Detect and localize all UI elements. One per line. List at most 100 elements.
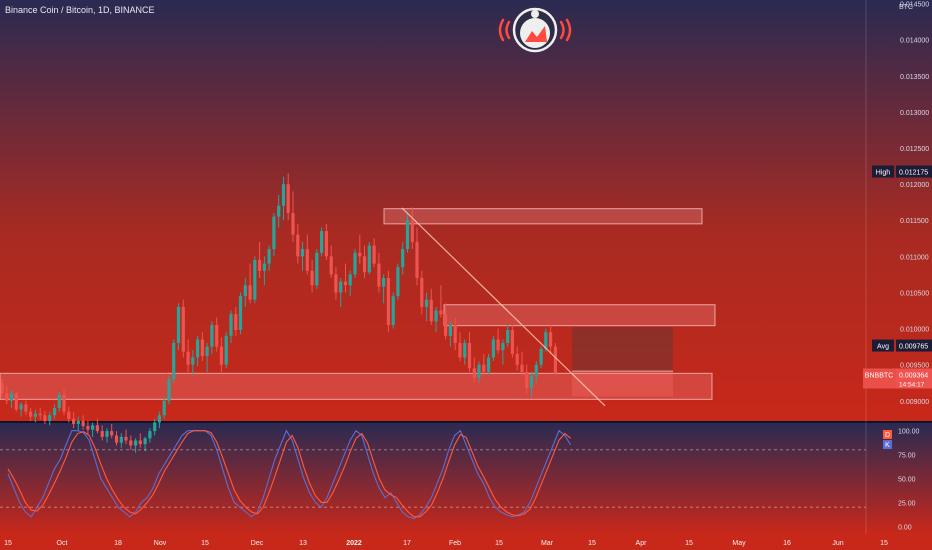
candle	[286, 184, 290, 214]
price-tick-label: 0.010000	[900, 327, 929, 334]
price-tick-label: 0.009000	[900, 399, 929, 406]
candle	[86, 426, 90, 430]
candle	[472, 368, 476, 378]
candle	[372, 245, 376, 264]
time-tick-label: 15	[4, 540, 12, 547]
candle	[0, 382, 4, 394]
candle	[119, 436, 123, 443]
candle	[296, 234, 300, 257]
candle	[105, 431, 109, 437]
candle	[305, 249, 309, 271]
candle	[501, 343, 505, 351]
price-label-value: 0.012175	[899, 170, 928, 177]
candle	[200, 339, 204, 357]
price-tick-label: 0.013000	[900, 110, 929, 117]
candle	[138, 440, 142, 445]
candle	[310, 270, 314, 286]
candle	[238, 296, 243, 331]
candle	[219, 346, 223, 365]
candle	[176, 306, 181, 344]
candle	[420, 278, 424, 307]
candle	[229, 314, 233, 336]
time-tick-label: 15	[495, 540, 503, 547]
candle	[91, 425, 95, 430]
candle	[110, 431, 114, 436]
candle	[29, 411, 33, 417]
price-tick-label: 0.010500	[900, 290, 929, 297]
candle	[496, 339, 500, 351]
candle	[114, 435, 119, 443]
symbol-title: Binance Coin / Bitcoin, 1D, BINANCE	[5, 5, 155, 15]
candle	[444, 314, 448, 336]
stoch-tick-label: 75.00	[898, 453, 916, 460]
stoch-series-d	[7, 430, 571, 518]
candle	[72, 418, 76, 424]
candle	[129, 440, 133, 446]
price-label-tag: High	[876, 170, 891, 177]
candle	[62, 395, 66, 412]
candle	[453, 324, 457, 344]
candle	[300, 249, 305, 257]
price-axis-currency: BTC	[899, 4, 913, 11]
candle	[362, 256, 367, 273]
candle	[76, 421, 80, 424]
candle	[272, 216, 276, 250]
candle	[153, 422, 157, 432]
candle	[157, 415, 161, 423]
candle	[148, 431, 152, 439]
candle	[262, 263, 266, 271]
candle	[439, 310, 443, 315]
candle	[38, 413, 42, 416]
candle	[520, 364, 524, 372]
time-tick-label: 15	[880, 540, 888, 547]
price-tick-label: 0.011500	[900, 218, 929, 225]
candle	[124, 436, 128, 441]
price-tick-label: 0.009500	[900, 363, 929, 370]
candle	[377, 263, 381, 287]
candle	[458, 343, 462, 358]
candle	[33, 413, 37, 417]
candle	[210, 324, 214, 347]
last-price-value: 0.009364	[899, 372, 928, 379]
candle	[487, 357, 491, 372]
candle	[343, 281, 348, 286]
candle	[358, 252, 362, 257]
stoch-legend-swatch	[883, 430, 892, 439]
candle	[234, 314, 238, 331]
candle	[549, 332, 553, 347]
candle	[205, 346, 209, 357]
candle	[215, 324, 219, 347]
oscillator-pane-background	[0, 423, 932, 534]
price-tick-label: 0.012500	[900, 146, 929, 153]
candle	[277, 205, 281, 217]
candle	[515, 353, 519, 365]
candle	[386, 278, 390, 325]
candle	[510, 330, 514, 354]
candle	[258, 259, 262, 271]
candle	[24, 404, 28, 412]
candle	[534, 364, 538, 376]
candle	[467, 343, 472, 369]
last-price-countdown: 14:54:17	[899, 381, 925, 388]
price-tick-label: 0.014500	[900, 2, 929, 9]
candle	[224, 335, 228, 365]
candle	[243, 285, 247, 297]
candle	[19, 404, 23, 410]
candle	[281, 184, 286, 206]
candle	[57, 395, 61, 409]
time-tick-label: 15	[588, 540, 596, 547]
candle	[339, 281, 343, 293]
candle	[477, 364, 481, 378]
price-tick-label: 0.011000	[900, 254, 929, 261]
candle	[14, 393, 18, 410]
candle	[315, 252, 319, 286]
stoch-legend-label: K	[885, 442, 890, 449]
candle	[367, 245, 371, 273]
candle	[253, 259, 257, 300]
candle	[348, 274, 352, 286]
candle	[401, 249, 405, 268]
time-tick-label: Feb	[449, 540, 461, 547]
candle	[463, 343, 467, 358]
stoch-series-k	[7, 429, 572, 520]
